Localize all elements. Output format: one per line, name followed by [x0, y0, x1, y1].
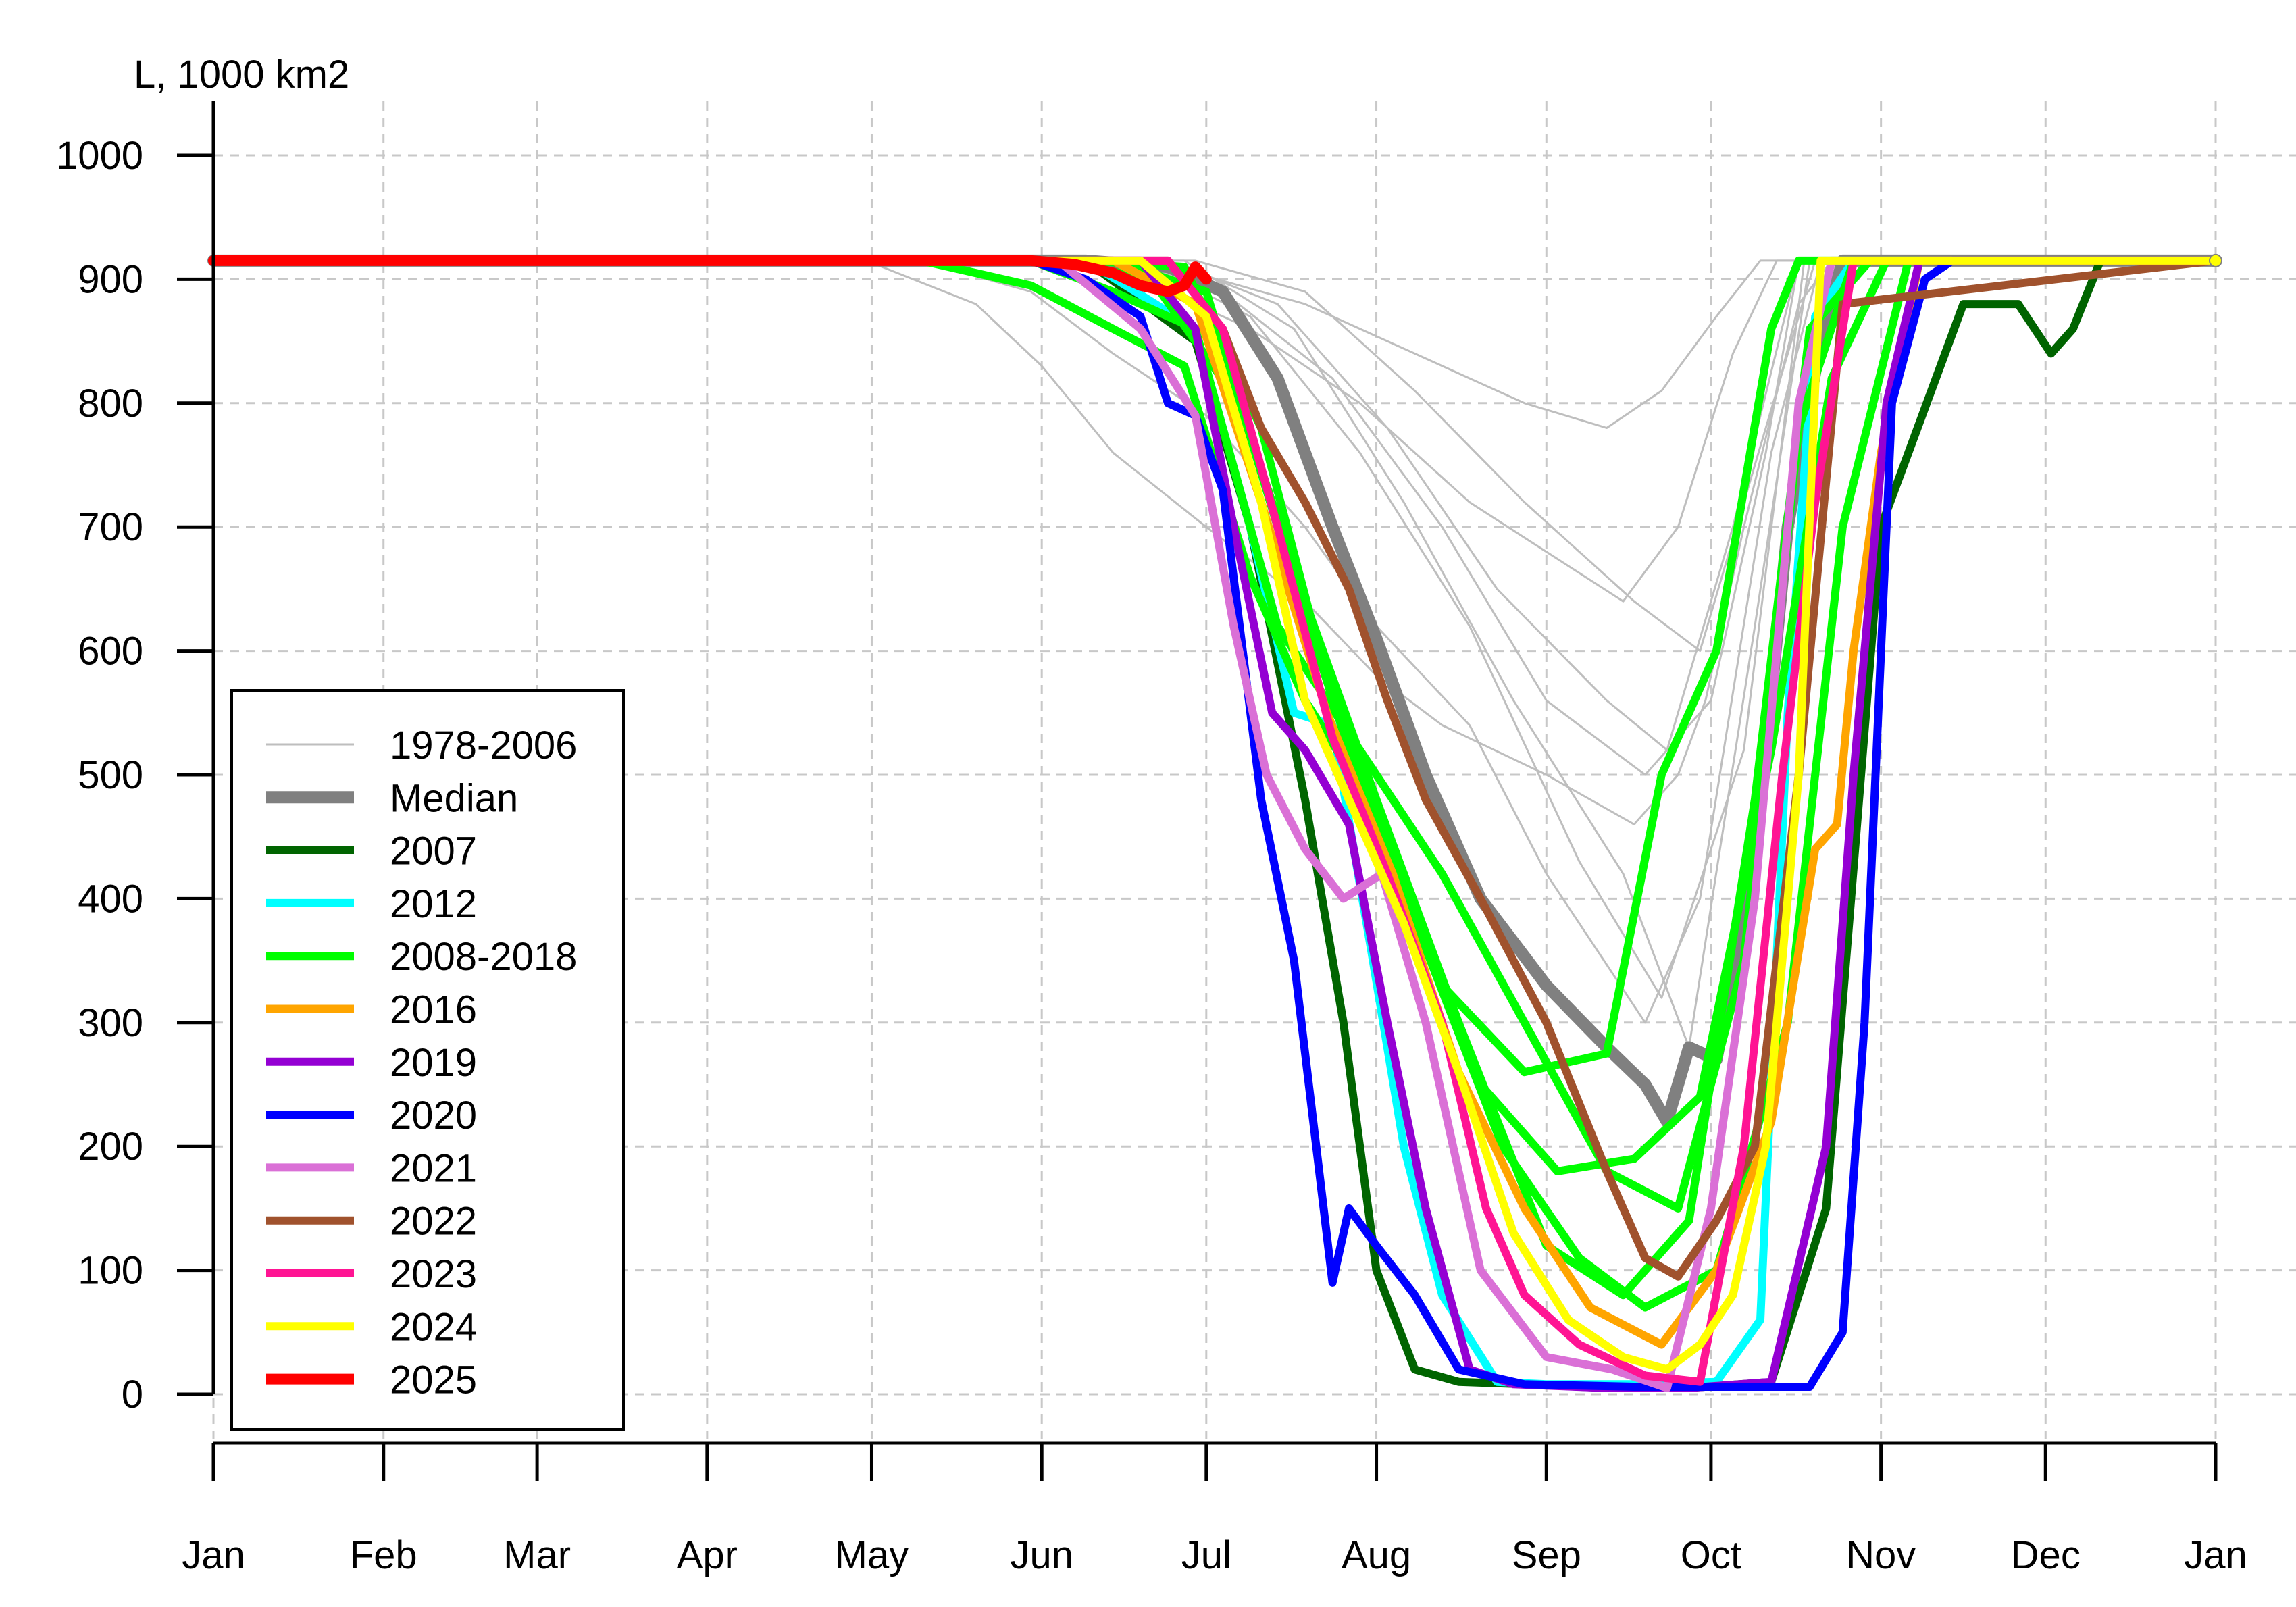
series-line-2008-2018: [209, 256, 2220, 1312]
x-tick-label: Apr: [677, 1533, 738, 1577]
y-tick-label: 300: [78, 1001, 143, 1045]
series-line-2024: [209, 256, 2220, 1374]
y-tick-label: 500: [78, 753, 143, 797]
legend-label: 2016: [390, 988, 477, 1032]
x-tick-label: Oct: [1681, 1533, 1741, 1577]
series-line-2025: [208, 255, 1212, 297]
series-line-2021: [209, 256, 2220, 1392]
x-tick-label: Sep: [1512, 1533, 1581, 1577]
legend-label: 2008-2018: [390, 935, 577, 979]
legend: 1978-2006 Median 2007 2012 2008-2018 2016 2019…: [230, 689, 625, 1431]
legend-label: 2024: [390, 1305, 477, 1349]
y-tick-label: 1000: [56, 134, 143, 178]
legend-label: 2021: [390, 1146, 477, 1190]
legend-label: 2019: [390, 1041, 477, 1085]
y-tick-label: 700: [78, 505, 143, 549]
legend-label: Median: [390, 776, 518, 820]
series-line-2020: [209, 256, 2220, 1391]
series-line-1978-2006: [212, 259, 2217, 653]
x-tick-label: Jul: [1181, 1533, 1231, 1577]
legend-label: 2023: [390, 1252, 477, 1296]
y-tick-label: 900: [78, 257, 143, 301]
y-tick-label: 600: [78, 630, 143, 673]
x-tick-label: Aug: [1342, 1533, 1411, 1577]
legend-label: 1978-2006: [390, 723, 577, 767]
series-line-1978-2006: [212, 259, 2217, 1024]
y-tick-label: 800: [78, 382, 143, 426]
series-line-2022: [209, 256, 2220, 1281]
series-layer: [207, 253, 2222, 1392]
y-tick-label: 0: [122, 1373, 143, 1417]
legend-label: 2012: [390, 882, 477, 926]
x-tick-label: Feb: [350, 1533, 417, 1577]
series-line-1978-2006: [212, 259, 2217, 1048]
axes: 0 100 200 300 400 500 600 700 800 900 1000 Jan Feb Ma…: [56, 101, 2247, 1577]
x-tick-label: Jun: [1010, 1533, 1073, 1577]
y-axis-title: L, 1000 km2: [134, 53, 349, 97]
legend-label: 2025: [390, 1358, 477, 1402]
legend-label: 2022: [390, 1200, 477, 1244]
x-tick-label: Nov: [1846, 1533, 1916, 1577]
series-line-1978-2006: [212, 259, 2217, 751]
x-tick-label: Dec: [2011, 1533, 2081, 1577]
x-tick-label: Jan: [2184, 1533, 2247, 1577]
series-line-2023: [209, 256, 2220, 1386]
x-tick-label: Mar: [503, 1533, 571, 1577]
y-tick-label: 200: [78, 1125, 143, 1169]
legend-label: 2007: [390, 830, 477, 873]
y-tick-label: 100: [78, 1249, 143, 1293]
x-tick-label: Jan: [182, 1533, 245, 1577]
legend-label: 2020: [390, 1094, 477, 1138]
y-tick-label: 400: [78, 877, 143, 921]
x-tick-label: May: [835, 1533, 909, 1577]
series-end-marker: [2209, 253, 2222, 267]
series-line-1978-2006: [212, 259, 2217, 825]
